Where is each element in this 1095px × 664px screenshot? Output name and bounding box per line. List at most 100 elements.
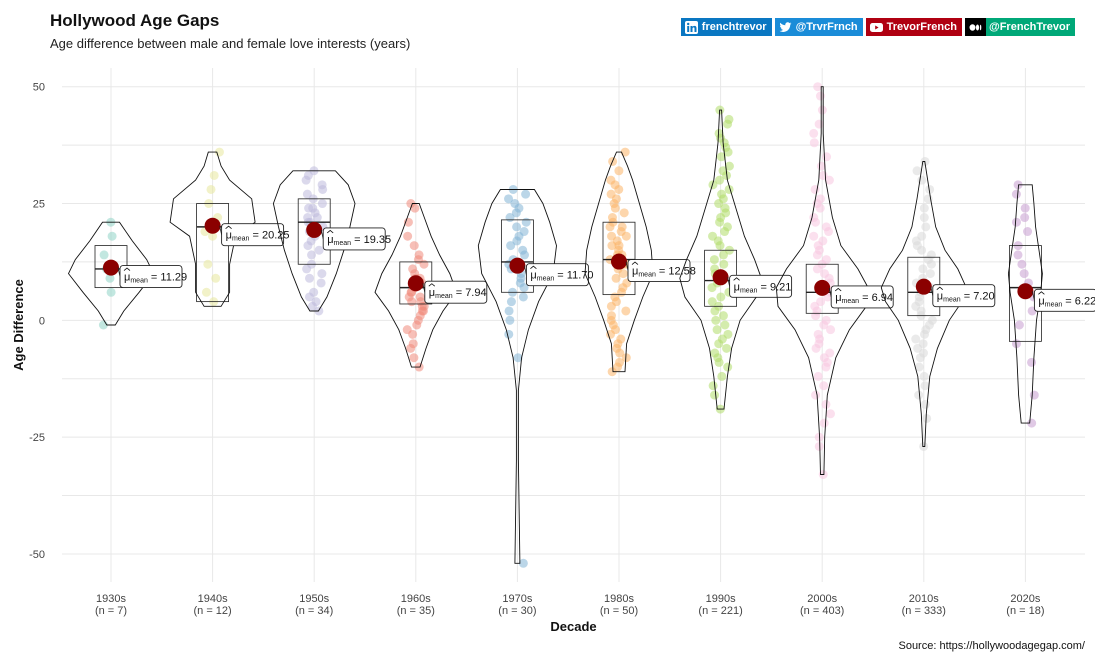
data-point <box>316 278 326 288</box>
y-tick-label: -50 <box>29 549 45 561</box>
data-point <box>813 371 823 381</box>
mean-label-hat <box>530 265 537 269</box>
x-tick-count: (n = 34) <box>295 605 333 617</box>
data-point <box>815 91 825 101</box>
data-point <box>724 161 734 171</box>
data-point <box>410 203 420 213</box>
mean-label-hat <box>733 277 740 281</box>
data-point <box>521 217 531 227</box>
data-point <box>605 222 615 232</box>
x-tick-label: 1990s <box>706 593 736 605</box>
data-point <box>814 119 824 129</box>
data-point <box>812 264 822 274</box>
x-tick-label: 2010s <box>909 593 939 605</box>
data-point <box>617 222 627 232</box>
data-point <box>106 287 116 297</box>
data-point <box>920 399 930 409</box>
data-point <box>1020 213 1030 223</box>
mean-label: μmean = 9.21 <box>734 281 792 294</box>
data-point <box>723 147 733 157</box>
data-point <box>607 241 617 251</box>
linkedin-label: frenchtrevor <box>701 21 767 33</box>
data-point <box>718 311 728 321</box>
data-point <box>1013 180 1023 190</box>
data-point <box>917 175 927 185</box>
medium-badge[interactable]: @FrenchTrevor <box>964 18 1075 36</box>
data-point <box>317 269 327 279</box>
data-point <box>914 362 924 372</box>
decade-group-1980s: μmean = 12.58 1980s(n = 50) <box>584 147 696 617</box>
violin <box>477 189 557 564</box>
mean-label-hat <box>1038 291 1045 295</box>
mean-point <box>103 259 119 276</box>
mean-label-box <box>627 259 691 282</box>
data-point <box>815 203 825 213</box>
medium-icon <box>969 21 982 34</box>
linkedin-badge[interactable]: frenchtrevor <box>680 18 772 36</box>
mean-label-hat <box>326 229 334 234</box>
data-point <box>303 241 313 251</box>
source-caption: Source: https://hollywoodagegap.com/ <box>898 640 1085 652</box>
data-point <box>621 306 631 316</box>
x-tick-label: 1930s <box>96 593 126 605</box>
x-tick-count: (n = 333) <box>902 605 946 617</box>
data-point <box>710 390 720 400</box>
mean-label: μmean = 11.70 <box>530 270 593 283</box>
mean-label-hat <box>834 287 842 292</box>
data-point <box>824 227 834 237</box>
data-point <box>407 297 417 307</box>
data-point <box>512 236 522 246</box>
mean-label-hat <box>123 267 131 271</box>
data-point <box>607 367 617 377</box>
data-point <box>314 245 324 255</box>
data-point <box>504 194 514 204</box>
mean-label-hat <box>631 261 639 265</box>
data-point <box>925 269 935 279</box>
data-point <box>312 213 322 223</box>
data-point <box>521 189 531 199</box>
data-point <box>919 213 929 223</box>
data-point <box>1027 357 1037 367</box>
data-point <box>505 315 515 325</box>
data-point <box>1014 320 1024 330</box>
mean-label-box <box>424 280 488 304</box>
data-point <box>412 320 422 330</box>
decade-group-1960s: μmean = 7.94 1960s(n = 35) <box>374 199 488 617</box>
mean-point <box>204 217 221 234</box>
mean-label: μmean = 12.58 <box>632 266 696 279</box>
twitter-badge[interactable]: @TrvrFrnch <box>774 18 863 36</box>
twitter-label: @TrvrFrnch <box>795 21 858 33</box>
data-point <box>817 105 827 115</box>
data-point <box>504 306 514 316</box>
data-point <box>208 231 218 241</box>
data-point <box>618 269 628 279</box>
data-point <box>307 250 317 260</box>
data-point <box>318 184 328 194</box>
data-point <box>1023 227 1033 237</box>
data-point <box>1011 189 1021 199</box>
mean-point <box>509 257 526 274</box>
data-point <box>819 320 829 330</box>
decade-group-1990s: μmean = 9.21 1990s(n = 221) <box>679 105 793 617</box>
youtube-badge[interactable]: TrevorFrench <box>865 18 962 36</box>
data-point <box>621 353 631 363</box>
mean-label-hat <box>225 225 232 230</box>
data-point <box>821 362 831 372</box>
x-tick-label: 1950s <box>299 593 329 605</box>
data-point <box>303 213 313 223</box>
violin <box>272 170 356 312</box>
x-tick-count: (n = 50) <box>600 605 638 617</box>
violin <box>374 203 458 368</box>
x-tick-count: (n = 18) <box>1006 605 1044 617</box>
data-point <box>715 175 725 185</box>
data-point <box>211 273 221 283</box>
x-tick-count: (n = 7) <box>95 605 127 617</box>
data-point <box>714 339 724 349</box>
mean-label-box <box>119 265 183 289</box>
data-point <box>716 152 726 162</box>
data-point <box>919 203 929 213</box>
data-point <box>620 147 630 157</box>
data-point <box>203 259 213 269</box>
mean-label-box <box>525 263 589 287</box>
data-point <box>912 166 922 176</box>
